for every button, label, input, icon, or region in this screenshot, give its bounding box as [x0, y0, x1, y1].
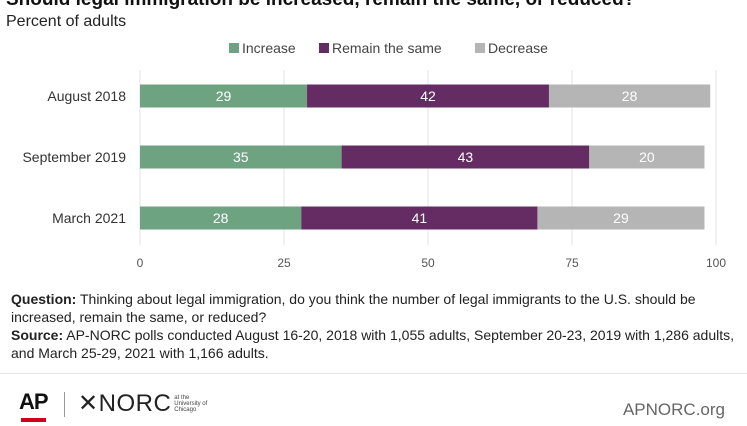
category-label: August 2018: [47, 88, 126, 104]
bar-segment: [537, 206, 705, 230]
x-tick-label: 0: [137, 256, 144, 270]
logo-separator: [64, 392, 65, 417]
x-tick-label: 25: [277, 256, 291, 270]
bar-segment: [140, 206, 302, 230]
legend-swatch: [229, 43, 239, 53]
bar-segment: [140, 145, 342, 169]
bar-segment: [589, 145, 705, 169]
source-label: Source:: [11, 327, 64, 343]
bar-value-label: 41: [412, 210, 428, 226]
x-axis-ticks: 0 25 50 75 100: [137, 256, 727, 270]
source-note: Source: AP-NORC polls conducted August 1…: [11, 326, 736, 362]
category-labels: August 2018 September 2019 March 2021: [22, 88, 126, 226]
bar-value-label: 28: [213, 210, 229, 226]
bar-segment: [341, 145, 590, 169]
bars: 29 42 28 35 43 20 28 41 29: [140, 84, 711, 230]
x-tick-label: 50: [421, 256, 435, 270]
legend-label: Increase: [242, 40, 296, 56]
norc-logo-text: ✕NORC: [78, 390, 172, 417]
bar-value-label: 29: [613, 210, 629, 226]
chart-title: Should legal immigration be increased, r…: [6, 0, 635, 11]
bar-value-label: 29: [216, 88, 232, 104]
legend-swatch: [475, 43, 485, 53]
bar-segment: [301, 206, 538, 230]
bar-value-label: 20: [639, 149, 655, 165]
notes: Question: Thinking about legal immigrati…: [11, 290, 736, 362]
ap-logo-text: AP: [19, 389, 49, 414]
x-tick-label: 75: [565, 256, 579, 270]
bar-segment: [307, 84, 549, 108]
question-text: Thinking about legal immigration, do you…: [11, 291, 696, 325]
norc-logo-subtext: at the University of Chicago: [174, 394, 208, 413]
legend-label: Decrease: [488, 40, 548, 56]
footer-divider: [0, 373, 747, 374]
legend-swatch: [319, 43, 329, 53]
bar-value-label: 35: [233, 149, 249, 165]
category-label: March 2021: [52, 210, 126, 226]
bar-segment: [140, 84, 308, 108]
bar-value-label: 42: [420, 88, 436, 104]
bar-value-label: 43: [458, 149, 474, 165]
chart-subtitle: Percent of adults: [6, 13, 127, 30]
ap-logo: AP: [19, 389, 49, 422]
legend: Increase Remain the same Decrease: [229, 40, 548, 56]
ap-logo-underline: [21, 418, 46, 422]
stacked-bar-chart: Increase Remain the same Decrease 29 42 28 35…: [22, 40, 727, 270]
source-text: AP-NORC polls conducted August 16-20, 20…: [11, 327, 734, 361]
bar-segment: [548, 84, 711, 108]
norc-logo: ✕NORC at the University of Chicago: [78, 389, 212, 419]
question-label: Question:: [11, 291, 77, 307]
x-tick-label: 100: [706, 256, 726, 270]
bar-value-label: 28: [622, 88, 638, 104]
legend-label: Remain the same: [332, 40, 442, 56]
category-label: September 2019: [22, 149, 126, 165]
website-link[interactable]: APNORC.org: [622, 400, 725, 419]
question-note: Question: Thinking about legal immigrati…: [11, 290, 736, 326]
